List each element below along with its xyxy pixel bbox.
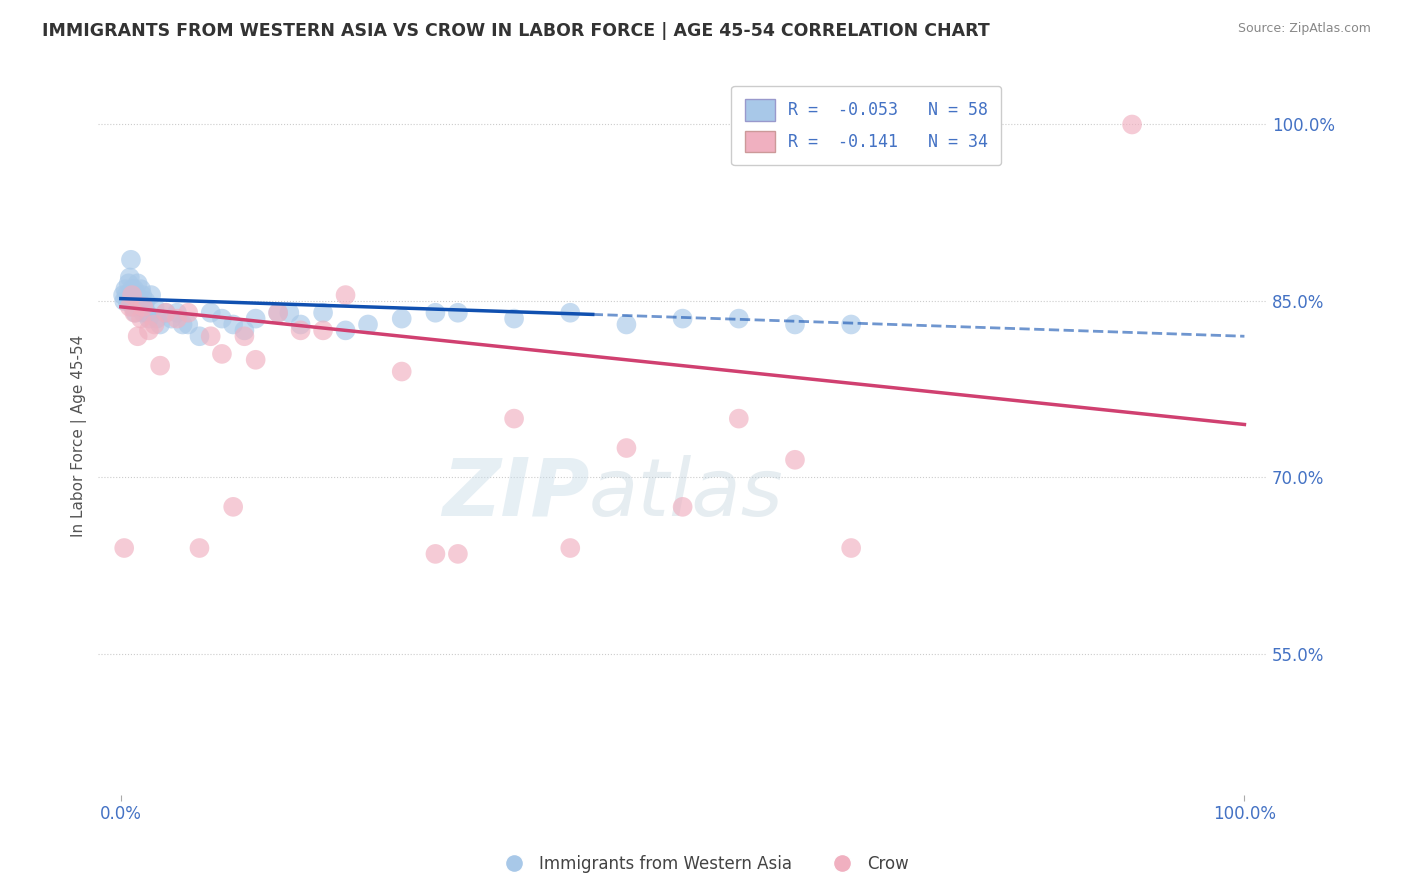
Point bbox=[447, 306, 470, 320]
Point bbox=[118, 300, 141, 314]
Point bbox=[129, 282, 152, 296]
Point bbox=[149, 359, 172, 373]
Point bbox=[312, 323, 335, 337]
Point bbox=[134, 300, 156, 314]
Point bbox=[124, 282, 146, 296]
Point bbox=[839, 318, 862, 332]
Point bbox=[278, 306, 301, 320]
Point bbox=[672, 500, 695, 514]
Point bbox=[222, 500, 245, 514]
Point bbox=[200, 306, 222, 320]
Point bbox=[135, 293, 157, 308]
Point bbox=[425, 547, 447, 561]
Point bbox=[560, 306, 582, 320]
Text: atlas: atlas bbox=[589, 455, 785, 533]
Point bbox=[125, 288, 148, 302]
Point bbox=[127, 293, 149, 308]
Point bbox=[233, 329, 256, 343]
Point bbox=[121, 288, 143, 302]
Point bbox=[160, 311, 183, 326]
Point bbox=[135, 306, 157, 320]
Point bbox=[1121, 118, 1143, 132]
Point bbox=[121, 282, 143, 296]
Point bbox=[783, 318, 806, 332]
Point bbox=[118, 270, 141, 285]
Point bbox=[222, 318, 245, 332]
Point bbox=[155, 306, 177, 320]
Point bbox=[560, 541, 582, 555]
Point bbox=[124, 306, 146, 320]
Point bbox=[127, 277, 149, 291]
Point bbox=[245, 311, 267, 326]
Point bbox=[117, 293, 139, 308]
Point bbox=[166, 311, 188, 326]
Point bbox=[616, 441, 638, 455]
Point bbox=[267, 306, 290, 320]
Point bbox=[115, 288, 138, 302]
Point bbox=[132, 300, 155, 314]
Point bbox=[391, 311, 413, 326]
Point bbox=[245, 352, 267, 367]
Point bbox=[727, 411, 749, 425]
Point bbox=[188, 541, 211, 555]
Point bbox=[127, 329, 149, 343]
Point bbox=[211, 311, 233, 326]
Point bbox=[143, 318, 166, 332]
Point bbox=[727, 311, 749, 326]
Point bbox=[391, 365, 413, 379]
Point bbox=[177, 318, 200, 332]
Point bbox=[112, 541, 135, 555]
Point bbox=[120, 252, 142, 267]
Point bbox=[335, 323, 357, 337]
Point bbox=[112, 288, 135, 302]
Point bbox=[141, 288, 163, 302]
Point bbox=[503, 311, 526, 326]
Point bbox=[503, 411, 526, 425]
Point bbox=[124, 293, 146, 308]
Point bbox=[155, 306, 177, 320]
Legend: R =  -0.053   N = 58, R =  -0.141   N = 34: R = -0.053 N = 58, R = -0.141 N = 34 bbox=[731, 86, 1001, 165]
Point bbox=[138, 323, 160, 337]
Point bbox=[290, 318, 312, 332]
Text: IMMIGRANTS FROM WESTERN ASIA VS CROW IN LABOR FORCE | AGE 45-54 CORRELATION CHAR: IMMIGRANTS FROM WESTERN ASIA VS CROW IN … bbox=[42, 22, 990, 40]
Point bbox=[166, 306, 188, 320]
Legend: Immigrants from Western Asia, Crow: Immigrants from Western Asia, Crow bbox=[491, 848, 915, 880]
Point bbox=[357, 318, 380, 332]
Point bbox=[267, 306, 290, 320]
Point bbox=[312, 306, 335, 320]
Point bbox=[121, 293, 143, 308]
Point bbox=[138, 311, 160, 326]
Point bbox=[672, 311, 695, 326]
Point bbox=[114, 282, 136, 296]
Point bbox=[118, 277, 141, 291]
Point bbox=[112, 293, 135, 308]
Point bbox=[143, 300, 166, 314]
Point bbox=[616, 318, 638, 332]
Point bbox=[124, 306, 146, 320]
Point bbox=[783, 452, 806, 467]
Point bbox=[447, 547, 470, 561]
Point bbox=[233, 323, 256, 337]
Point bbox=[172, 318, 194, 332]
Y-axis label: In Labor Force | Age 45-54: In Labor Force | Age 45-54 bbox=[72, 335, 87, 537]
Point bbox=[290, 323, 312, 337]
Point bbox=[149, 318, 172, 332]
Text: Source: ZipAtlas.com: Source: ZipAtlas.com bbox=[1237, 22, 1371, 36]
Point bbox=[335, 288, 357, 302]
Point bbox=[146, 311, 169, 326]
Point bbox=[128, 293, 150, 308]
Point bbox=[425, 306, 447, 320]
Point bbox=[129, 300, 152, 314]
Point bbox=[211, 347, 233, 361]
Point bbox=[839, 541, 862, 555]
Text: ZIP: ZIP bbox=[441, 455, 589, 533]
Point bbox=[132, 306, 155, 320]
Point bbox=[188, 329, 211, 343]
Point bbox=[177, 306, 200, 320]
Point bbox=[200, 329, 222, 343]
Point bbox=[122, 288, 145, 302]
Point bbox=[129, 311, 152, 326]
Point bbox=[122, 300, 145, 314]
Point bbox=[131, 288, 153, 302]
